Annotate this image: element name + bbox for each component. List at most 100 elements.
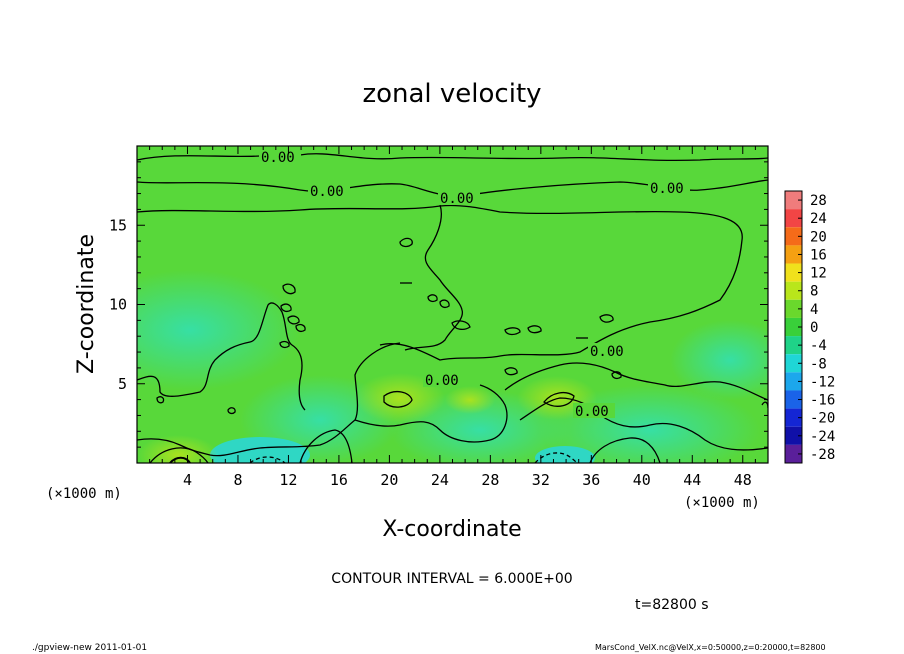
cool-region <box>210 437 310 463</box>
colorbar-label: 8 <box>810 284 818 300</box>
y-axis: 5 10 15 <box>109 161 768 448</box>
x-tick-label: 40 <box>633 471 651 489</box>
x-tick-label: 36 <box>582 471 600 489</box>
footer-program-label: ./gpview-new 2011-01-01 <box>32 643 148 653</box>
colorbar-swatch <box>785 336 802 355</box>
contour-line <box>519 397 768 451</box>
contour-line <box>527 325 542 334</box>
contour-line <box>279 340 290 349</box>
contour-line <box>169 456 191 463</box>
contour-line <box>504 367 518 376</box>
contour-line <box>427 294 438 303</box>
colorbar-label: 12 <box>810 266 827 282</box>
y-tick-label: 5 <box>118 375 127 393</box>
colorbar-swatch <box>785 299 802 318</box>
colorbar-swatch <box>785 390 802 409</box>
contour-line <box>249 456 286 463</box>
colorbar-swatch <box>785 354 802 373</box>
colorbar-swatch <box>785 317 802 337</box>
contour-line <box>611 371 622 380</box>
colorbar-swatch <box>785 227 802 246</box>
contour-labels: 0.00 0.00 0.00 0.00 0.00 0.00 0.00 <box>259 149 690 420</box>
x-tick-label: 24 <box>431 471 449 489</box>
colorbar-label: -12 <box>810 374 835 390</box>
contour-line <box>287 315 300 325</box>
x-tick-label: 16 <box>330 471 348 489</box>
x-tick-label: 12 <box>279 471 297 489</box>
colorbar-label: 28 <box>810 193 827 209</box>
colorbar-label: -24 <box>810 429 835 445</box>
contour-line <box>383 390 413 408</box>
cool-region <box>670 320 768 400</box>
contour-line <box>137 342 401 457</box>
warm-region <box>445 386 495 414</box>
contour-line <box>295 323 306 333</box>
contour-line <box>543 391 575 407</box>
contour-line <box>282 283 296 295</box>
x-unit-label-right: (×1000 m) <box>684 495 760 511</box>
x-tick-label: 8 <box>233 471 242 489</box>
contour-label: 0.00 <box>650 181 684 197</box>
y-tick-label: 10 <box>109 296 127 314</box>
contour-line <box>589 437 661 463</box>
colorbar-label: -20 <box>810 411 835 427</box>
x-tick-label: 20 <box>380 471 398 489</box>
contour-interval-note: CONTOUR INTERVAL = 6.000E+00 <box>331 571 572 587</box>
colorbar-label: -28 <box>810 447 835 463</box>
colorbar-swatch <box>785 281 802 300</box>
warm-region <box>138 435 218 463</box>
warm-region <box>355 373 445 423</box>
colorbar-swatch <box>785 408 802 427</box>
x-unit-label-left: (×1000 m) <box>46 486 122 502</box>
heatmap-field: 0.00 0.00 0.00 0.00 0.00 0.00 0.00 <box>137 146 768 463</box>
colorbar-swatch <box>785 444 802 463</box>
x-tick-label: 48 <box>734 471 752 489</box>
contour-line <box>404 204 463 351</box>
y-tick-label: 15 <box>109 216 127 234</box>
contour-line <box>439 299 450 309</box>
x-tick-label: 4 <box>183 471 192 489</box>
colorbar-swatch <box>785 263 802 282</box>
contour-line <box>149 447 209 463</box>
contour-line <box>227 407 236 415</box>
colorbar-swatch <box>785 209 802 228</box>
colorbar-swatch <box>785 372 802 391</box>
colorbar-label: 20 <box>810 229 827 245</box>
colorbar-label: -16 <box>810 393 835 409</box>
colorbar-label: -4 <box>810 338 827 354</box>
cool-region <box>137 270 300 390</box>
contour-lines <box>137 153 768 463</box>
time-label: t=82800 s <box>635 597 709 613</box>
colorbar-label: -8 <box>810 356 827 372</box>
chart-title: zonal velocity <box>362 79 541 109</box>
colorbar-swatch <box>785 426 802 445</box>
contour-line <box>354 384 508 443</box>
contour-line <box>280 303 292 313</box>
contour-line <box>504 362 768 401</box>
contour-line <box>504 327 521 336</box>
contour-line <box>399 237 413 248</box>
colorbar-label: 0 <box>810 320 818 336</box>
colorbar-label: 4 <box>810 302 818 318</box>
y-axis-label: Z-coordinate <box>74 234 99 374</box>
x-tick-label: 32 <box>532 471 550 489</box>
colorbar-swatch <box>785 245 802 264</box>
contour-line <box>156 396 165 404</box>
colorbar-swatch <box>785 191 802 210</box>
colorbar-label: 24 <box>810 211 827 227</box>
contour-line <box>451 320 471 330</box>
contour-label: 0.00 <box>425 373 459 389</box>
contour-line <box>137 302 306 411</box>
contour-label: 0.00 <box>590 344 624 360</box>
x-axis: 4 8 12 16 20 24 28 32 36 40 44 48 <box>149 146 756 489</box>
contour-line <box>534 452 578 463</box>
contour-line <box>137 204 743 361</box>
contour-label: 0.00 <box>261 150 295 166</box>
contour-line <box>599 314 614 323</box>
contour-label: 0.00 <box>310 184 344 200</box>
contour-line <box>137 153 768 162</box>
cool-region <box>535 446 595 463</box>
contour-line <box>299 429 353 463</box>
x-tick-label: 28 <box>481 471 499 489</box>
